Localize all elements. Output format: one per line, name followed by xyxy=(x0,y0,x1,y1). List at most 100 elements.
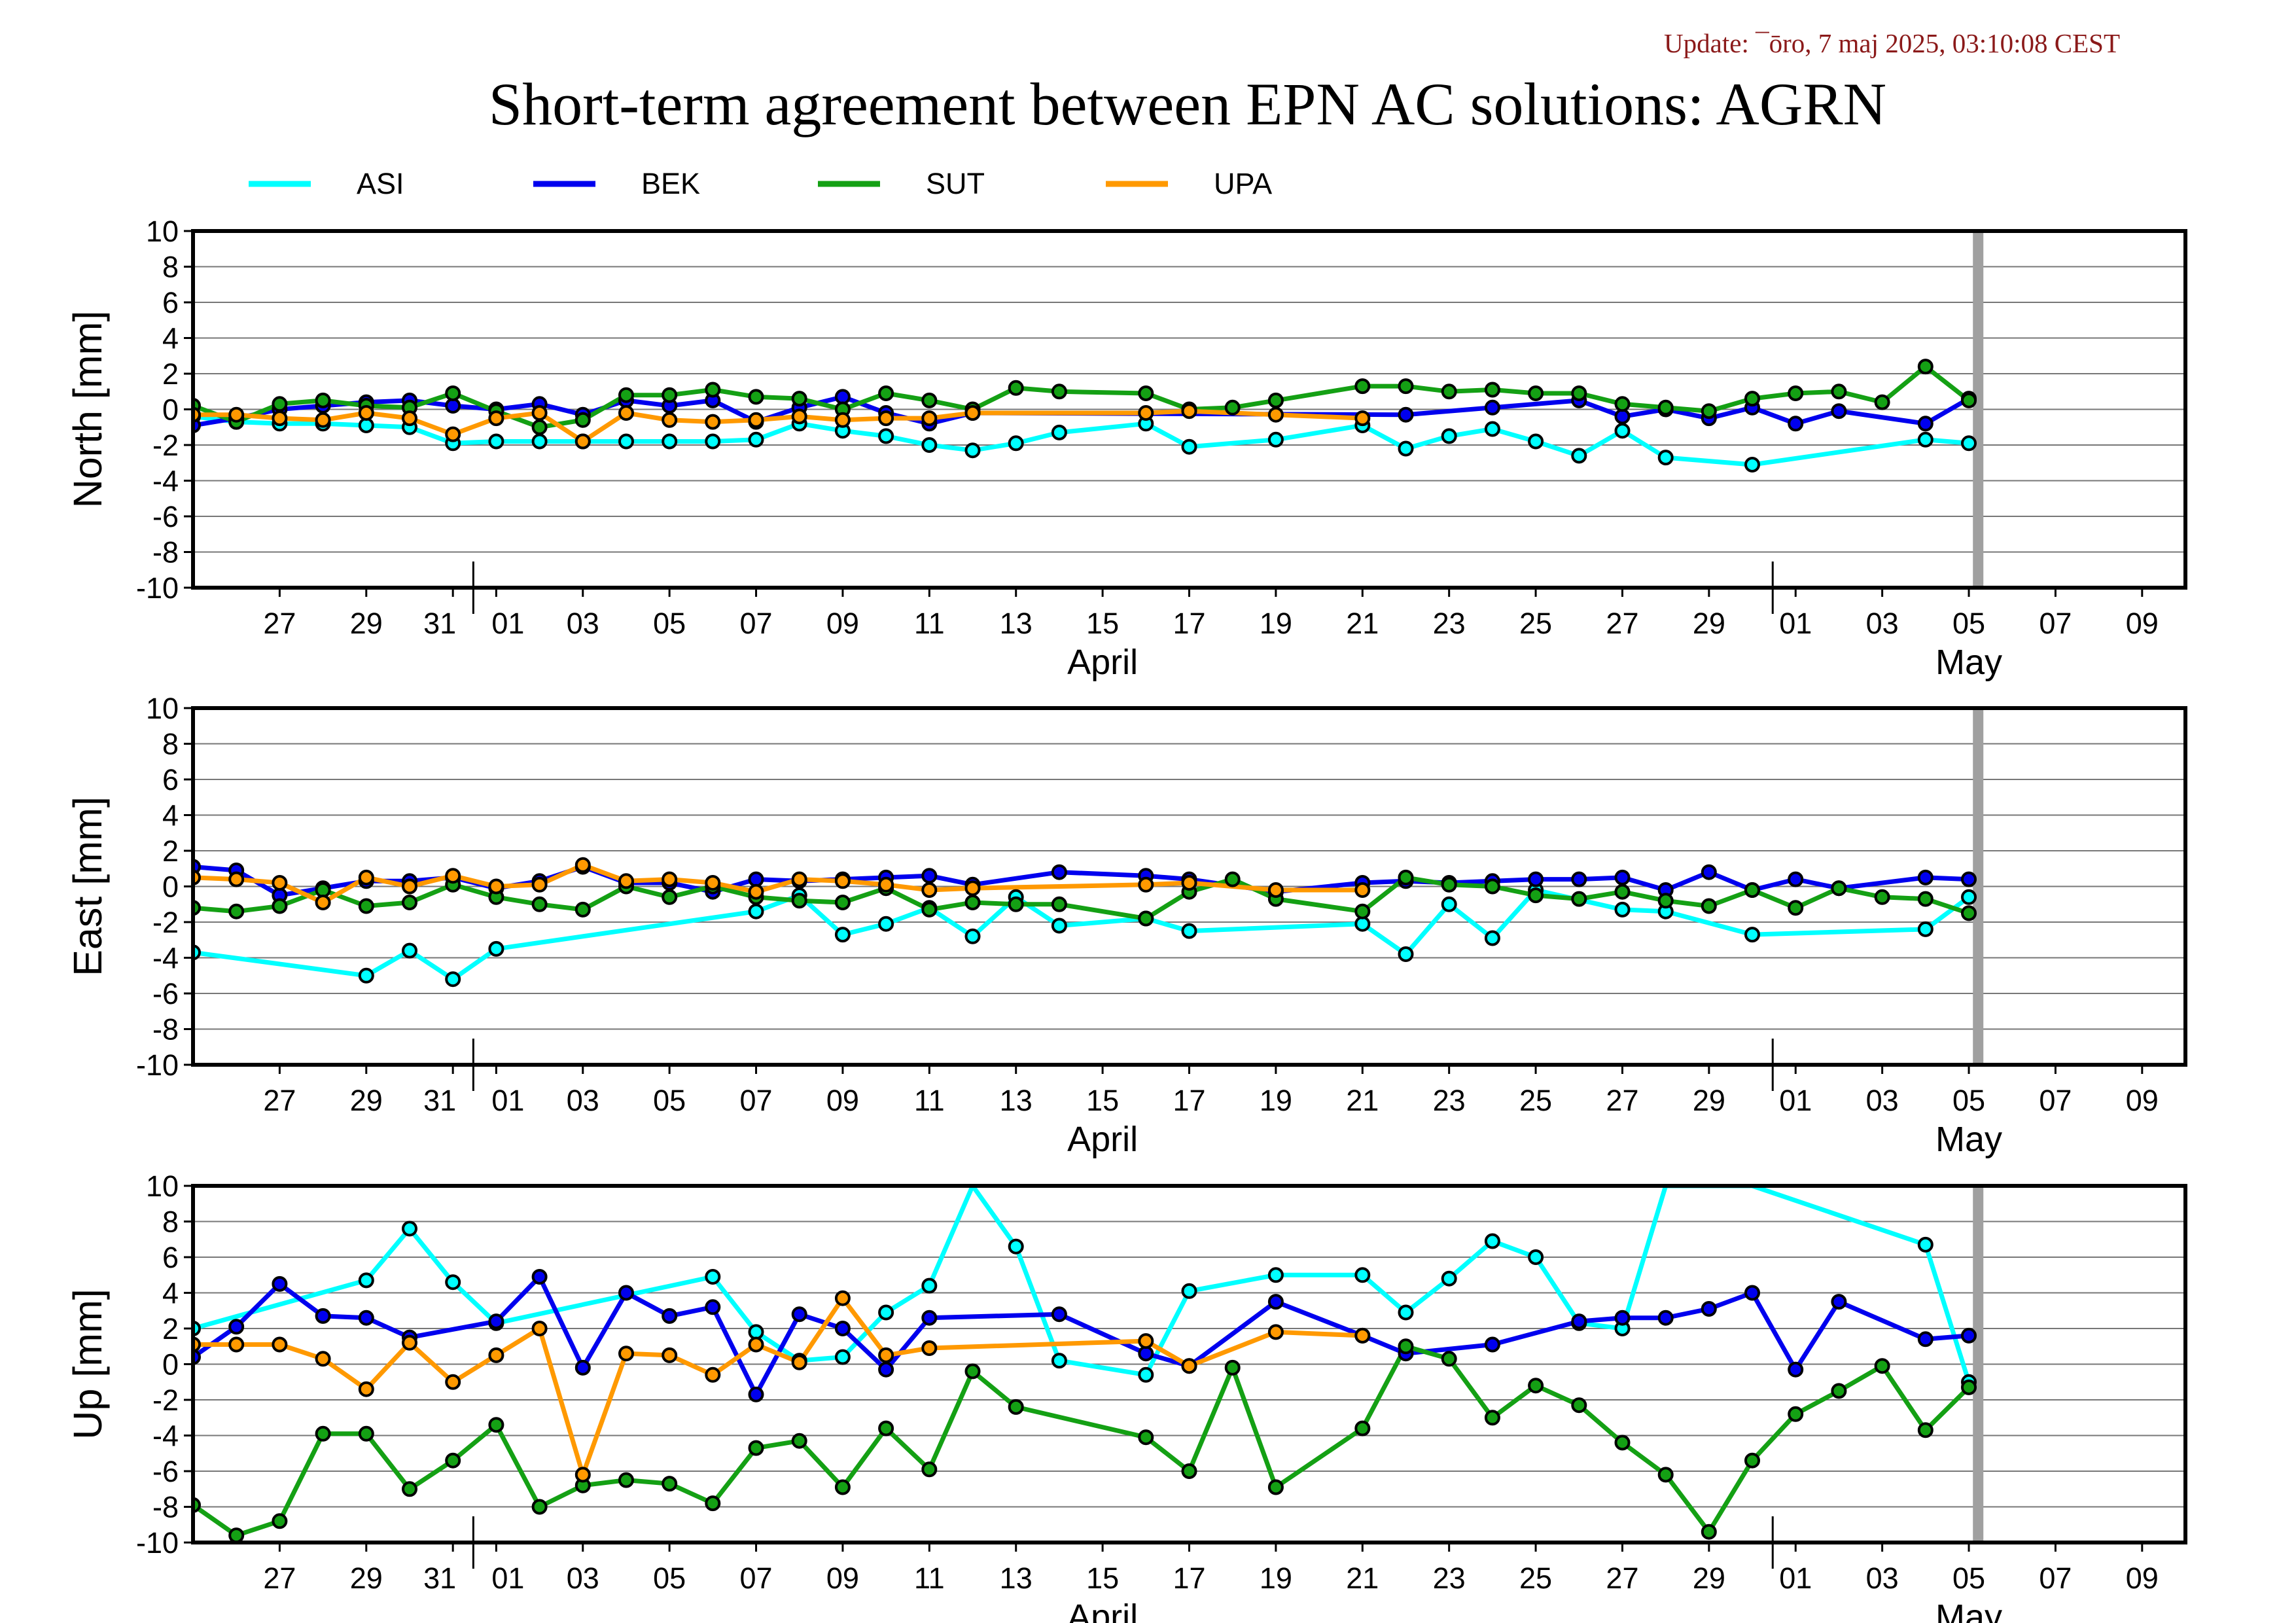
data-point-bek xyxy=(1788,1361,1804,1378)
data-point-upa xyxy=(488,1347,504,1363)
x-tick-label: 09 xyxy=(2126,1084,2159,1117)
data-point-asi xyxy=(618,433,634,450)
data-point-upa xyxy=(402,1334,417,1351)
data-point-asi xyxy=(358,1272,374,1289)
data-point-upa xyxy=(662,1347,678,1363)
data-point-upa xyxy=(791,871,807,887)
data-point-bek xyxy=(1701,1301,1717,1317)
plot-frame xyxy=(191,706,2187,1067)
data-point-asi xyxy=(748,1324,764,1340)
data-point-sut xyxy=(272,898,288,914)
data-point-asi xyxy=(1181,923,1197,939)
data-point-sut xyxy=(1744,1452,1760,1469)
data-point-sut xyxy=(1354,1420,1371,1436)
data-point-upa xyxy=(445,1374,461,1390)
x-tick-label: 23 xyxy=(1433,1561,1466,1595)
y-tick-label: -4 xyxy=(152,465,179,498)
data-point-sut xyxy=(878,1420,894,1436)
current-date-marker xyxy=(1973,231,1984,588)
data-point-sut xyxy=(748,389,764,405)
data-point-sut xyxy=(1528,887,1544,904)
data-point-asi xyxy=(662,433,678,450)
data-point-upa xyxy=(878,410,894,427)
data-point-sut xyxy=(791,391,807,407)
data-point-sut xyxy=(1917,359,1934,375)
series-group xyxy=(193,1186,1977,1543)
data-point-sut xyxy=(1701,1524,1717,1540)
data-point-asi xyxy=(1744,927,1760,943)
data-point-sut xyxy=(488,1417,504,1433)
x-month-label: April xyxy=(1067,1597,1138,1623)
data-point-sut xyxy=(662,387,678,403)
data-point-bek xyxy=(488,1313,504,1330)
x-tick-label: 11 xyxy=(914,1561,945,1595)
data-point-asi xyxy=(705,1269,721,1285)
x-tick-label: 03 xyxy=(1866,607,1899,640)
data-point-bek xyxy=(834,1321,851,1336)
data-point-asi xyxy=(1528,433,1544,450)
data-point-sut xyxy=(618,387,634,403)
legend-label-upa: UPA xyxy=(1214,167,1272,200)
current-date-marker xyxy=(1973,1186,1984,1543)
data-point-asi xyxy=(1051,424,1067,440)
x-tick-label: 05 xyxy=(653,607,686,640)
data-point-sut xyxy=(1224,399,1241,416)
x-tick-label: 03 xyxy=(567,607,599,640)
data-point-asi xyxy=(531,433,548,450)
data-point-sut xyxy=(705,1495,721,1512)
data-point-bek xyxy=(748,871,764,887)
data-point-upa xyxy=(878,876,894,893)
data-point-bek xyxy=(1614,1310,1631,1326)
data-point-bek xyxy=(1961,1327,1977,1344)
data-point-upa xyxy=(445,426,461,442)
data-point-sut xyxy=(1267,392,1284,408)
data-point-sut xyxy=(1398,1338,1414,1355)
data-point-sut xyxy=(1441,383,1457,400)
data-point-upa xyxy=(228,871,245,887)
data-point-bek xyxy=(358,1310,374,1326)
y-tick-label: -2 xyxy=(152,429,179,462)
data-point-asi xyxy=(1441,896,1457,912)
data-point-bek xyxy=(1267,1294,1284,1310)
y-axis-label: Up [mm] xyxy=(65,1289,110,1439)
data-point-asi xyxy=(445,971,461,988)
data-point-sut xyxy=(1874,1358,1890,1374)
x-tick-label: 03 xyxy=(567,1084,599,1117)
legend: ASI BEK SUT UPA xyxy=(249,167,1272,200)
data-point-sut xyxy=(791,893,807,909)
data-point-upa xyxy=(662,871,678,887)
data-point-upa xyxy=(705,875,721,891)
y-axis-label: North [mm] xyxy=(65,311,110,508)
data-point-asi xyxy=(878,428,894,444)
data-point-sut xyxy=(1657,399,1674,416)
data-point-upa xyxy=(315,1351,331,1367)
data-point-asi xyxy=(1657,450,1674,466)
data-point-asi xyxy=(1267,431,1284,448)
data-point-sut xyxy=(1224,871,1241,887)
data-point-sut xyxy=(662,889,678,905)
data-point-asi xyxy=(402,942,417,959)
y-tick-label: 4 xyxy=(162,322,179,355)
data-point-bek xyxy=(272,1275,288,1292)
data-point-upa xyxy=(1354,1327,1371,1344)
x-tick-label: 13 xyxy=(1000,607,1033,640)
data-point-upa xyxy=(705,1366,721,1383)
data-point-sut xyxy=(748,1440,764,1456)
y-tick-label: 6 xyxy=(162,763,179,796)
data-point-sut xyxy=(878,385,894,401)
data-point-bek xyxy=(618,1285,634,1301)
data-point-asi xyxy=(1181,438,1197,455)
data-point-sut xyxy=(1874,394,1890,410)
y-tick-label: -10 xyxy=(136,571,179,605)
data-point-upa xyxy=(748,412,764,428)
x-tick-label: 17 xyxy=(1173,1561,1205,1595)
data-point-sut xyxy=(964,1363,981,1380)
x-tick-label: 03 xyxy=(1866,1084,1899,1117)
y-axis-label: East [mm] xyxy=(65,796,110,976)
data-point-asi xyxy=(1398,946,1414,962)
data-point-upa xyxy=(618,1346,634,1362)
data-point-upa xyxy=(1267,1324,1284,1340)
x-tick-label: 27 xyxy=(1606,1084,1638,1117)
